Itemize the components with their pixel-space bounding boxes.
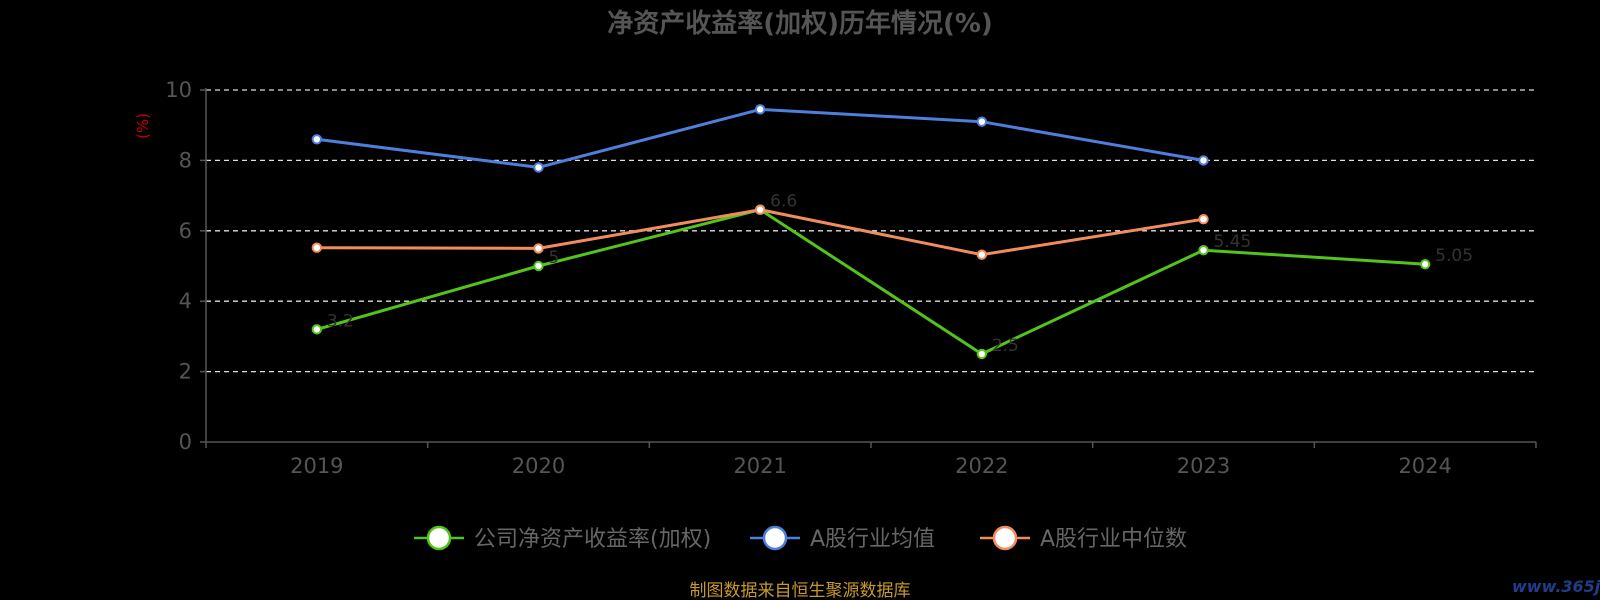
x-tick-label: 2022 — [955, 454, 1008, 478]
legend-swatch-marker — [426, 525, 452, 551]
series-2-point — [311, 242, 323, 253]
legend-swatch-marker — [992, 525, 1018, 551]
grid-lines — [206, 89, 1536, 373]
legend-label: A股行业均值 — [810, 527, 935, 552]
legend-item-0[interactable]: 公司净资产收益率(加权) — [414, 525, 711, 552]
series-0-data-label: 6.6 — [770, 192, 797, 212]
series-1-point — [754, 104, 766, 115]
y-tick-label: 6 — [179, 219, 192, 243]
series-0-point — [976, 348, 988, 360]
series-2-point — [1198, 213, 1209, 225]
y-axis-unit-label: (%) — [134, 113, 152, 139]
legend[interactable]: 公司净资产收益率(加权) A股行业均值 A股行业中位数 — [414, 525, 1187, 552]
x-tick-label: 2024 — [1398, 454, 1451, 478]
series-line-0 — [316, 208, 1426, 356]
x-tick-label: 2020 — [512, 454, 565, 478]
series-line-2 — [316, 208, 1204, 257]
x-tick-label: 2021 — [733, 454, 786, 478]
series-0-point — [1419, 259, 1431, 270]
series-0-point — [311, 324, 323, 335]
x-tick-label: 2019 — [290, 454, 343, 478]
source-note: 制图数据来自恒生聚源数据库 — [690, 581, 911, 600]
series-2-point — [976, 249, 988, 260]
x-tick-label: 2023 — [1177, 454, 1230, 478]
series-line-1 — [316, 107, 1204, 169]
y-tick-label: 8 — [179, 148, 192, 172]
series-0-point — [1198, 244, 1209, 256]
series-1-point — [1198, 155, 1209, 166]
series-1-point — [311, 134, 323, 145]
series-0-data-label: 3.2 — [327, 311, 354, 331]
legend-item-2[interactable]: A股行业中位数 — [980, 525, 1187, 552]
y-tick-label: 4 — [179, 289, 192, 313]
y-tick-label: 10 — [165, 78, 192, 102]
y-tick-label: 0 — [179, 430, 192, 454]
series-2-point — [754, 204, 766, 215]
series-0-data-label: 5.05 — [1435, 246, 1473, 266]
series-1-point — [976, 116, 988, 127]
series-0-point — [533, 260, 544, 272]
series-0-data-label: 5.45 — [1214, 232, 1252, 252]
legend-label: A股行业中位数 — [1040, 527, 1187, 552]
series-0-data-label: 5 — [549, 248, 560, 268]
y-tick-label: 2 — [179, 360, 192, 384]
watermark: www.365jz.com — [1512, 577, 1600, 596]
legend-swatch-marker — [762, 525, 788, 551]
legend-item-1[interactable]: A股行业均值 — [750, 525, 935, 552]
axes: 0 2 4 6 8 10 2019 2020 2021 2022 2023 2024 — [165, 78, 1537, 478]
series-lines: 3.2 5 6.6 2.5 5.45 5.05 — [311, 104, 1473, 360]
series-2-point — [533, 243, 544, 254]
chart-title: 净资产收益率(加权)历年情况(%) — [607, 8, 993, 39]
legend-label: 公司净资产收益率(加权) — [474, 527, 711, 552]
series-1-point — [533, 162, 544, 173]
series-0-data-label: 2.5 — [992, 336, 1019, 356]
